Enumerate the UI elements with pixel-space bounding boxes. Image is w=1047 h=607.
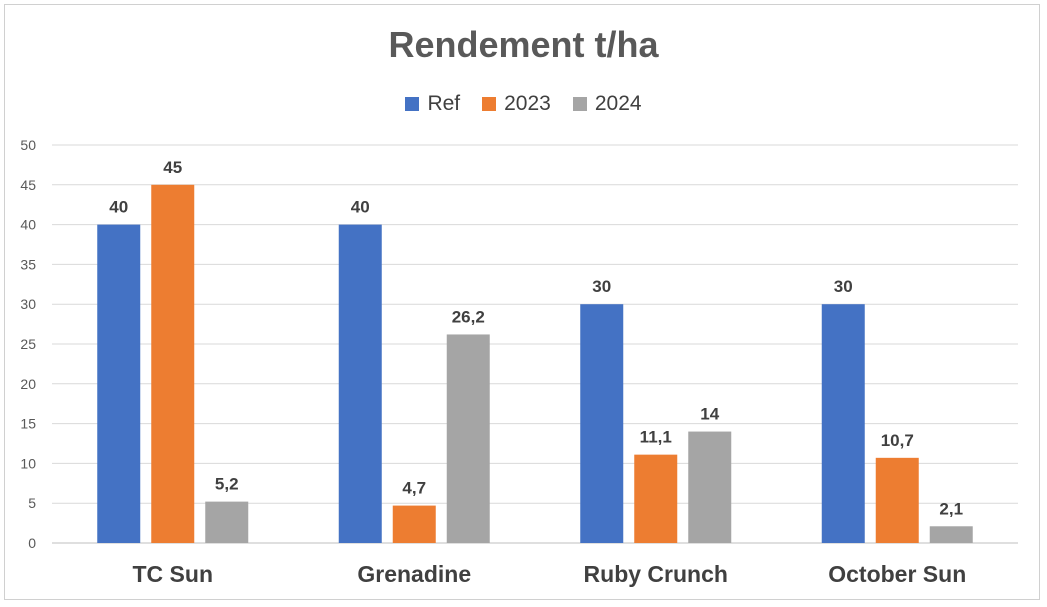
category-label: October Sun: [828, 561, 966, 587]
bar: [205, 501, 249, 543]
y-tick-label: 45: [20, 177, 36, 193]
legend-item-ref: Ref: [405, 92, 460, 116]
bar: [634, 454, 678, 543]
legend-label-2024: 2024: [594, 92, 642, 115]
bar: [688, 431, 732, 543]
category-label: Ruby Crunch: [584, 561, 728, 587]
bar: [446, 334, 490, 543]
bar: [821, 304, 865, 543]
data-label: 5,2: [215, 475, 239, 494]
data-label: 4,7: [402, 479, 426, 498]
legend-item-2023: 2023: [482, 92, 551, 116]
data-label: 10,7: [881, 431, 914, 450]
bar: [392, 505, 436, 543]
y-tick-label: 5: [28, 495, 36, 511]
data-label: 40: [351, 198, 370, 217]
data-label: 30: [592, 277, 611, 296]
y-tick-label: 20: [20, 376, 36, 392]
y-tick-label: 40: [20, 217, 36, 233]
data-label: 45: [163, 158, 182, 177]
category-label: TC Sun: [133, 561, 214, 587]
category-label: Grenadine: [357, 561, 471, 587]
chart-legend: Ref 2023 2024: [0, 92, 1047, 116]
data-label: 30: [834, 277, 853, 296]
data-label: 40: [109, 198, 128, 217]
legend-swatch-2024: [572, 97, 587, 111]
bar: [97, 224, 141, 543]
bar: [929, 526, 973, 543]
y-tick-label: 0: [28, 535, 36, 551]
chart-title: Rendement t/ha: [388, 24, 659, 65]
data-label: 26,2: [452, 307, 485, 326]
legend-item-2024: 2024: [572, 92, 642, 116]
bar: [580, 304, 624, 543]
legend-label-2023: 2023: [504, 92, 551, 115]
legend-swatch-ref: [405, 97, 420, 111]
legend-label-ref: Ref: [427, 92, 461, 115]
data-label: 14: [700, 405, 719, 424]
bar: [338, 224, 382, 543]
legend-swatch-2023: [482, 97, 497, 111]
bar: [151, 184, 195, 544]
data-label: 2,1: [939, 499, 963, 518]
y-tick-label: 25: [20, 336, 36, 352]
bar: [875, 457, 919, 543]
data-label: 11,1: [640, 428, 672, 447]
y-tick-label: 10: [20, 455, 36, 471]
y-tick-label: 35: [20, 256, 36, 272]
y-tick-label: 50: [20, 137, 36, 153]
y-tick-label: 30: [20, 296, 36, 312]
y-tick-label: 15: [20, 416, 36, 432]
